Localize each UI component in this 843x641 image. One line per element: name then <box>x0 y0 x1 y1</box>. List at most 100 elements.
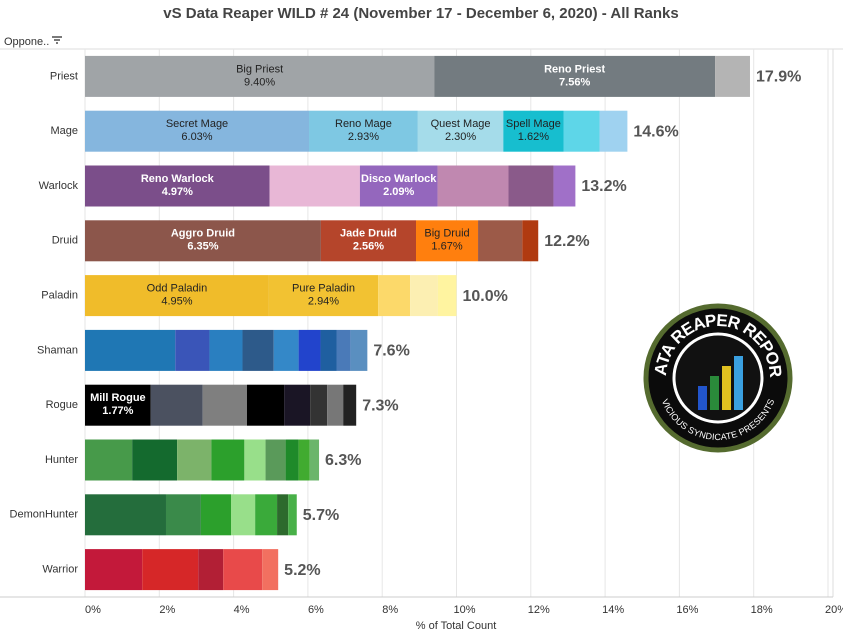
bar-segment <box>327 384 344 426</box>
bar-segment <box>244 439 266 481</box>
segment-name: Jade Druid <box>340 228 397 240</box>
bar-segment <box>320 220 417 262</box>
bar-segment <box>437 165 509 207</box>
logo-bar <box>710 376 719 410</box>
total-label: 5.2% <box>284 562 320 579</box>
segment-name: Quest Mage <box>431 118 491 130</box>
bar-segment <box>85 220 321 262</box>
bar-segment <box>85 55 435 97</box>
bar-segment <box>553 165 576 207</box>
bar-segment <box>350 329 368 371</box>
category-label: DemonHunter <box>10 509 79 521</box>
segment-value: 9.40% <box>244 76 275 88</box>
segment-name: Reno Mage <box>335 118 392 130</box>
bar-segment <box>175 329 210 371</box>
bar-segment <box>437 275 457 317</box>
segment-name: Secret Mage <box>166 118 228 130</box>
category-label: Rogue <box>46 399 78 411</box>
bar-segment <box>200 494 231 536</box>
segment-value: 2.56% <box>353 241 384 253</box>
bar-segment <box>285 439 299 481</box>
x-tick-label: 6% <box>308 604 324 616</box>
bar-segment <box>288 494 297 536</box>
segment-value: 6.03% <box>181 131 212 143</box>
bar-segment <box>209 329 243 371</box>
segment-name: Big Priest <box>236 63 283 75</box>
segment-value: 6.35% <box>187 241 218 253</box>
category-label: Paladin <box>41 290 78 302</box>
x-tick-label: 12% <box>528 604 550 616</box>
segment-value: 1.67% <box>431 241 462 253</box>
segment-value: 2.30% <box>445 131 476 143</box>
bar-segment <box>268 275 379 317</box>
category-label: Mage <box>50 125 78 137</box>
segment-name: Reno Priest <box>544 63 605 75</box>
bar-segment <box>410 275 438 317</box>
segment-name: Spell Mage <box>506 118 561 130</box>
bar-segment <box>265 439 286 481</box>
segment-value: 2.93% <box>348 131 379 143</box>
x-tick-label: 10% <box>453 604 475 616</box>
filter-icon[interactable] <box>52 36 62 44</box>
bar-segment <box>310 384 328 426</box>
bar-segment <box>255 494 278 536</box>
x-tick-label: 16% <box>676 604 698 616</box>
bar-segment <box>85 165 270 207</box>
total-label: 7.6% <box>373 343 409 360</box>
category-label: Shaman <box>37 344 78 356</box>
segment-name: Odd Paladin <box>147 283 208 295</box>
segment-value: 1.62% <box>518 131 549 143</box>
bar-segment <box>359 165 438 207</box>
bar-segment <box>599 110 628 152</box>
bar-segment <box>343 384 357 426</box>
bar-segment <box>85 110 310 152</box>
bar-segment <box>503 110 564 152</box>
logo-bar <box>698 386 707 410</box>
bar-segment <box>508 165 554 207</box>
total-label: 10.0% <box>463 288 508 305</box>
segment-value: 2.94% <box>308 296 339 308</box>
bar-segment <box>223 549 263 591</box>
x-tick-label: 4% <box>234 604 250 616</box>
total-label: 14.6% <box>633 123 678 140</box>
bar-segment <box>198 549 224 591</box>
bar-segment <box>309 439 320 481</box>
bar-segment <box>242 329 274 371</box>
segment-name: Big Druid <box>424 228 469 240</box>
bar-segment <box>142 549 199 591</box>
segment-value: 7.56% <box>559 76 590 88</box>
category-label: Hunter <box>45 454 78 466</box>
segment-name: Reno Warlock <box>141 173 215 185</box>
bar-segment <box>132 439 178 481</box>
bar-segment <box>269 165 360 207</box>
y-header: Oppone.. <box>4 36 49 48</box>
bar-segment <box>417 110 504 152</box>
chart-title: vS Data Reaper WILD # 24 (November 17 - … <box>163 5 679 22</box>
total-label: 17.9% <box>756 69 801 86</box>
bar-segment <box>246 384 285 426</box>
category-label: Warrior <box>42 564 78 576</box>
category-label: Warlock <box>39 180 79 192</box>
bar-segment <box>309 110 418 152</box>
segment-value: 2.09% <box>383 186 414 198</box>
bar-segment <box>298 329 321 371</box>
category-label: Druid <box>52 235 78 247</box>
x-tick-label: 18% <box>751 604 773 616</box>
total-label: 12.2% <box>544 233 589 250</box>
bar-segment <box>434 55 716 97</box>
x-tick-label: 14% <box>602 604 624 616</box>
bar-segment <box>715 55 750 97</box>
bar-segment <box>85 549 143 591</box>
category-label: Priest <box>50 70 78 82</box>
logo-bar <box>722 366 731 410</box>
bar-segment <box>277 494 289 536</box>
segment-value: 4.95% <box>161 296 192 308</box>
segment-value: 4.97% <box>162 186 193 198</box>
bar-segment <box>522 220 539 262</box>
bar-segment <box>416 220 479 262</box>
bar-segment <box>177 439 212 481</box>
x-tick-label: 8% <box>382 604 398 616</box>
bar-segment <box>85 494 166 536</box>
bar-segment <box>165 494 201 536</box>
